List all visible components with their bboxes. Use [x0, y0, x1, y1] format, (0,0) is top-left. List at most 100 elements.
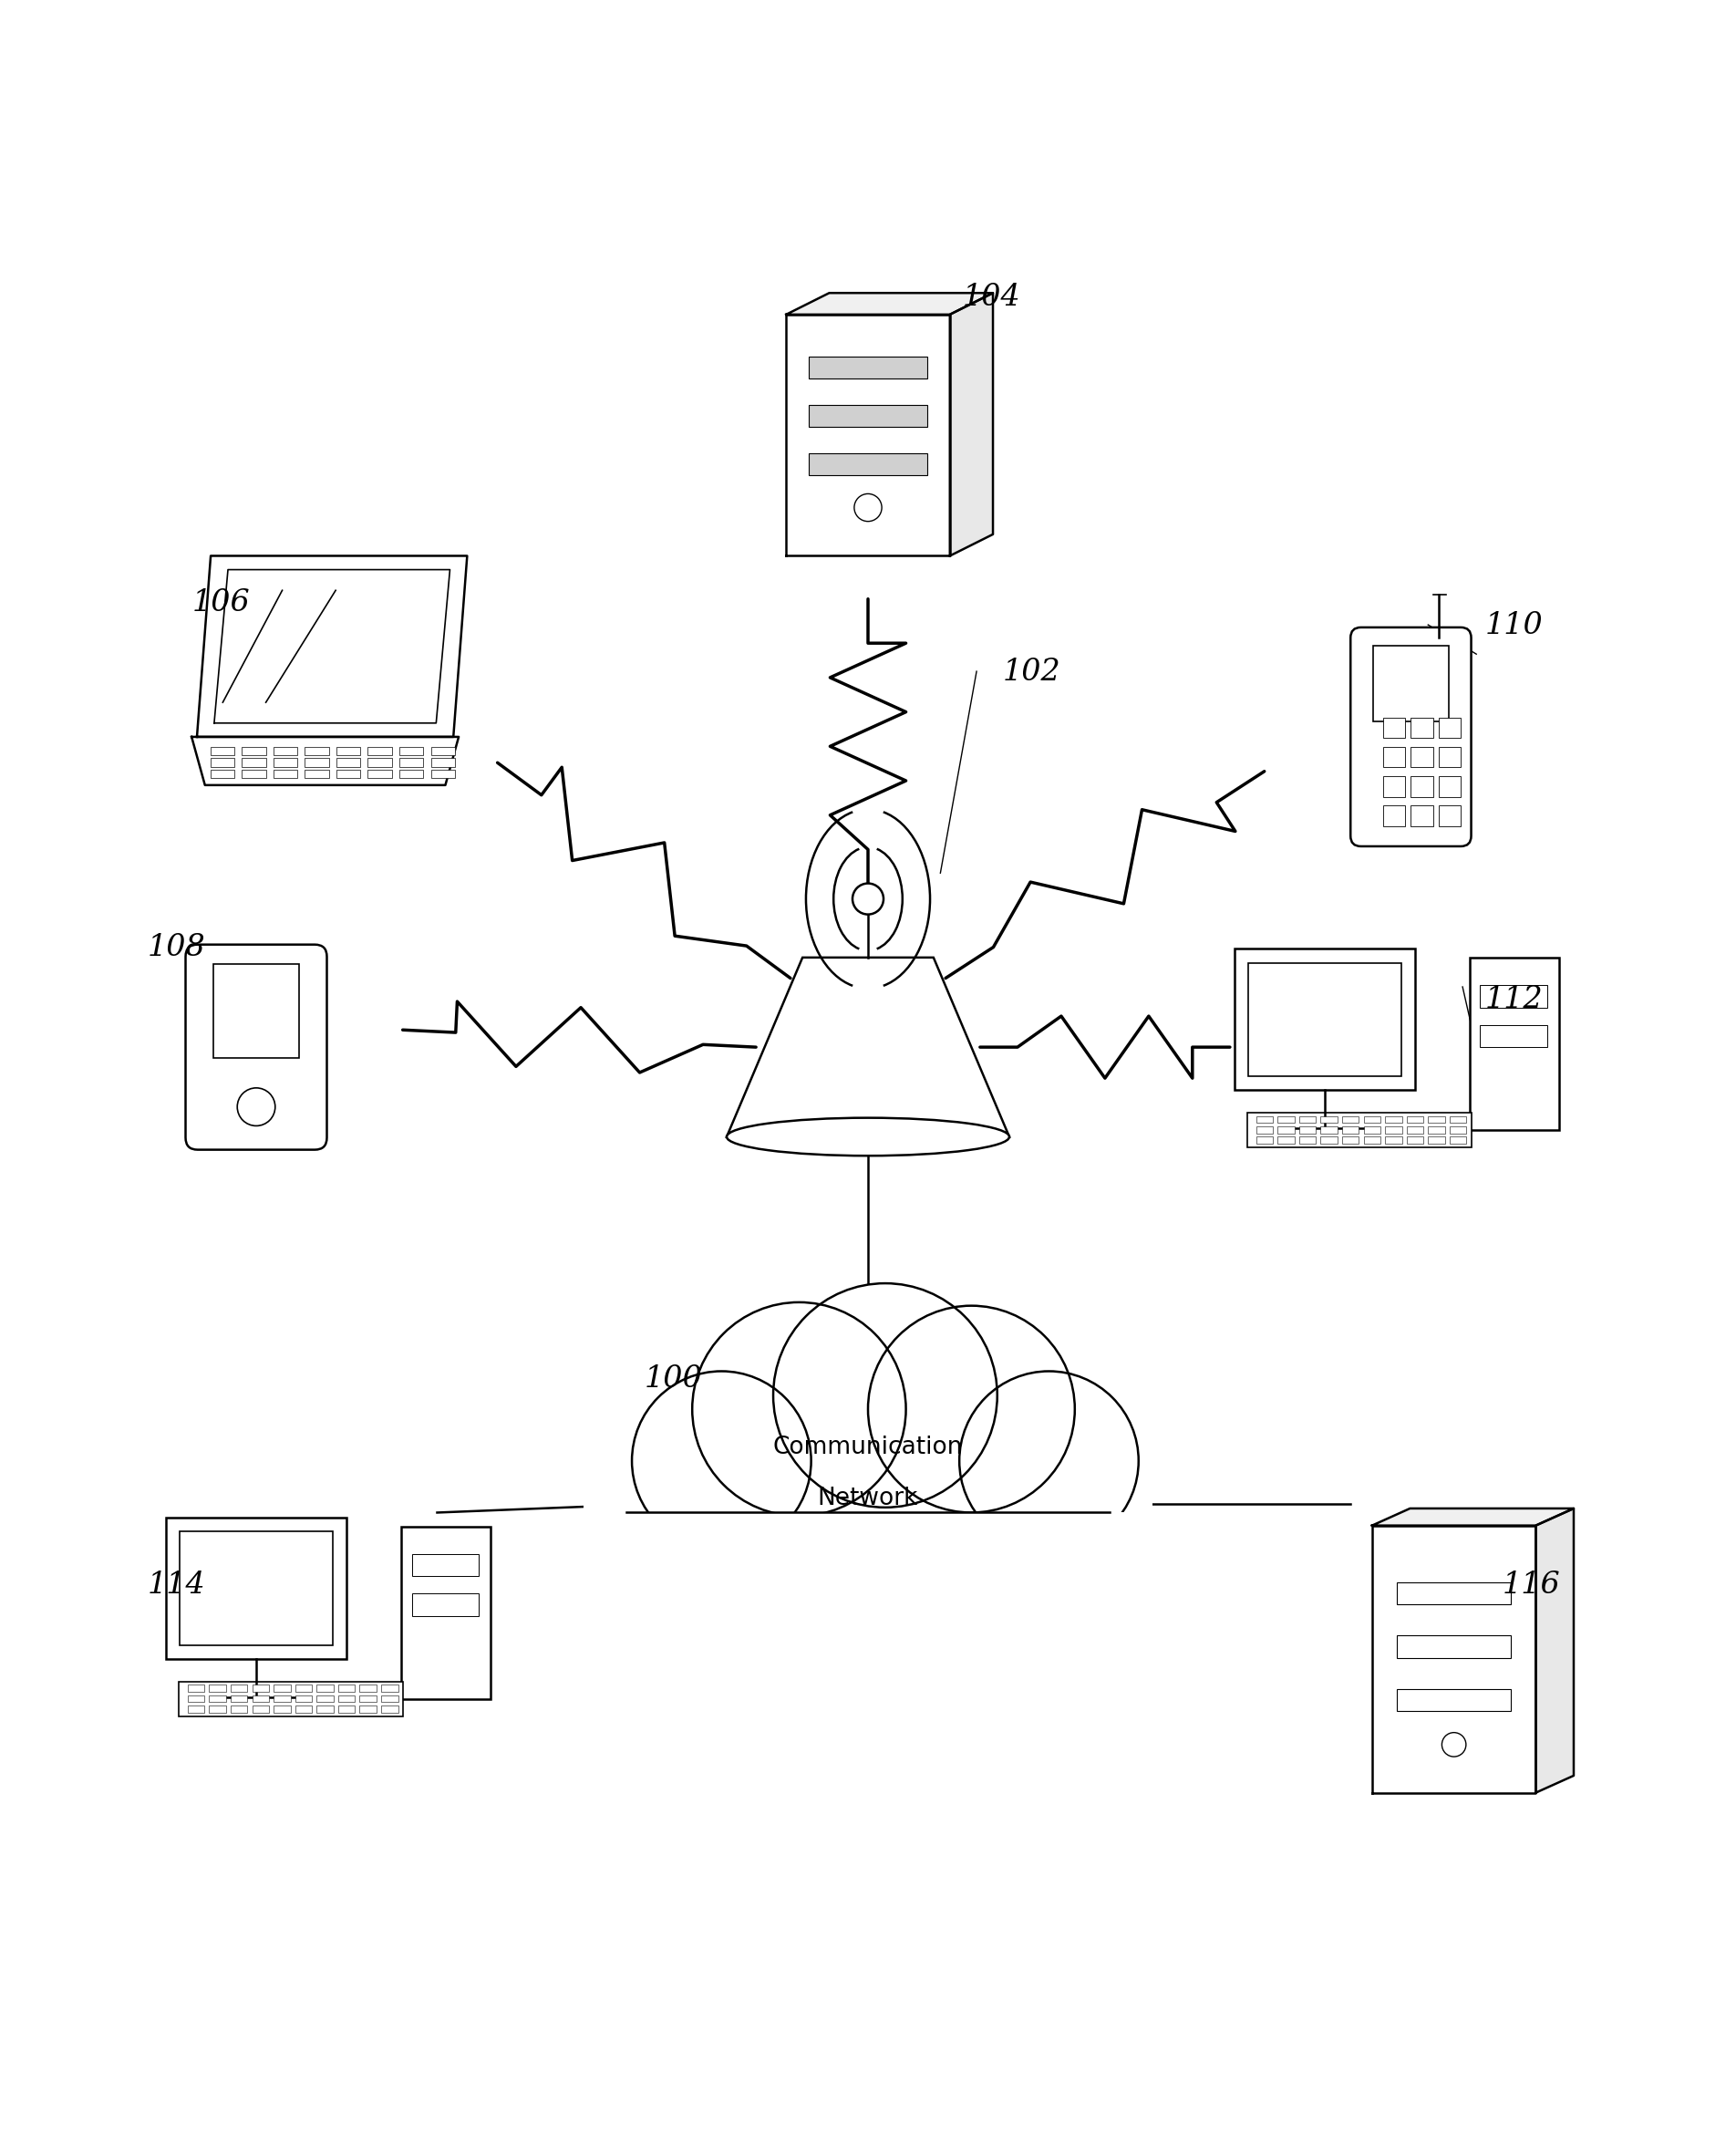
Bar: [368, 770, 392, 779]
Bar: [951, 1513, 1147, 1564]
Bar: [399, 747, 424, 755]
Bar: [337, 747, 361, 755]
Bar: [208, 1706, 226, 1713]
Bar: [399, 758, 424, 766]
Bar: [1321, 1127, 1337, 1133]
Bar: [583, 1479, 1153, 1522]
Bar: [1299, 1116, 1316, 1122]
Bar: [231, 1706, 248, 1713]
Text: 100: 100: [644, 1365, 701, 1393]
Bar: [179, 1682, 403, 1717]
Polygon shape: [1371, 1526, 1536, 1792]
Bar: [859, 1513, 1083, 1564]
Bar: [1411, 777, 1432, 796]
Bar: [252, 1685, 269, 1691]
Bar: [1411, 747, 1432, 768]
Bar: [1385, 1127, 1403, 1133]
Text: 108: 108: [148, 934, 207, 961]
Bar: [339, 1685, 354, 1691]
Bar: [1450, 1127, 1467, 1133]
Bar: [210, 758, 234, 766]
Bar: [1364, 1116, 1380, 1122]
Bar: [339, 1695, 354, 1702]
Bar: [1373, 646, 1450, 721]
Bar: [274, 1706, 290, 1713]
Bar: [1384, 747, 1404, 768]
Bar: [1406, 1116, 1424, 1122]
Bar: [1246, 1112, 1470, 1148]
Text: 114: 114: [148, 1571, 207, 1601]
Bar: [368, 758, 392, 766]
Bar: [214, 964, 299, 1058]
Bar: [273, 747, 297, 755]
Bar: [252, 1706, 269, 1713]
Bar: [1342, 1127, 1359, 1133]
Bar: [1299, 1127, 1316, 1133]
Bar: [382, 1695, 398, 1702]
Bar: [295, 1706, 312, 1713]
Bar: [1257, 1137, 1272, 1144]
Bar: [359, 1695, 377, 1702]
Polygon shape: [786, 294, 993, 315]
Bar: [274, 1695, 290, 1702]
Polygon shape: [214, 569, 450, 723]
Bar: [684, 1513, 915, 1564]
Bar: [809, 356, 927, 380]
Bar: [809, 406, 927, 427]
Bar: [1278, 1127, 1295, 1133]
Bar: [337, 758, 361, 766]
Bar: [411, 1554, 479, 1577]
Bar: [274, 1685, 290, 1691]
Bar: [306, 758, 328, 766]
Polygon shape: [1371, 1509, 1575, 1526]
Bar: [187, 1695, 205, 1702]
Bar: [316, 1695, 333, 1702]
Bar: [382, 1706, 398, 1713]
Bar: [316, 1685, 333, 1691]
Bar: [1439, 747, 1460, 768]
Circle shape: [693, 1303, 906, 1515]
Bar: [1364, 1137, 1380, 1144]
Polygon shape: [1536, 1509, 1575, 1792]
Bar: [295, 1695, 312, 1702]
Bar: [231, 1685, 248, 1691]
Bar: [1439, 805, 1460, 826]
Bar: [1429, 1116, 1444, 1122]
Text: 106: 106: [193, 588, 250, 618]
Bar: [273, 770, 297, 779]
Bar: [1385, 1116, 1403, 1122]
Bar: [382, 1685, 398, 1691]
Bar: [431, 770, 455, 779]
Text: 110: 110: [1484, 612, 1543, 640]
Polygon shape: [196, 556, 467, 736]
Bar: [1248, 964, 1401, 1077]
Bar: [241, 770, 266, 779]
Bar: [623, 1513, 819, 1564]
Text: Network: Network: [818, 1487, 918, 1511]
Bar: [306, 770, 328, 779]
Bar: [1321, 1116, 1337, 1122]
FancyBboxPatch shape: [1351, 627, 1470, 846]
Bar: [187, 1706, 205, 1713]
Bar: [337, 770, 361, 779]
Bar: [187, 1685, 205, 1691]
Bar: [1257, 1116, 1272, 1122]
Ellipse shape: [727, 1118, 1009, 1157]
Bar: [1257, 1127, 1272, 1133]
Circle shape: [632, 1371, 811, 1552]
Bar: [1411, 805, 1432, 826]
Circle shape: [854, 494, 882, 521]
Bar: [241, 747, 266, 755]
Circle shape: [1443, 1732, 1465, 1758]
Bar: [411, 1594, 479, 1616]
Bar: [431, 747, 455, 755]
Bar: [208, 1685, 226, 1691]
Text: 112: 112: [1484, 985, 1543, 1013]
Bar: [179, 1532, 333, 1646]
Bar: [306, 747, 328, 755]
Polygon shape: [727, 957, 1009, 1137]
Bar: [1278, 1137, 1295, 1144]
Text: 102: 102: [1002, 657, 1061, 687]
Bar: [1397, 1582, 1512, 1605]
Polygon shape: [786, 315, 950, 556]
